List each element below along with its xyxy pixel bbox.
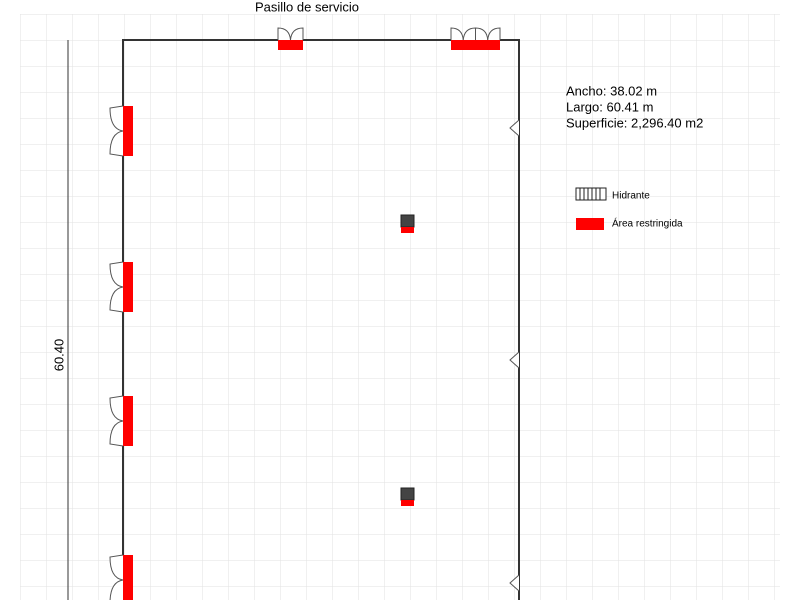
restricted-area: [451, 40, 500, 50]
restricted-area: [123, 555, 133, 600]
restricted-area: [123, 106, 133, 156]
restricted-area: [278, 40, 303, 50]
door: [487, 27, 501, 41]
legend: Hidrante Área restringida: [575, 187, 683, 230]
door: [109, 105, 124, 157]
title: Pasillo de servicio: [255, 0, 359, 14]
legend-label: Área restringida: [612, 217, 683, 230]
grid: [20, 14, 780, 600]
door: [109, 261, 124, 313]
wall-marker: [509, 119, 520, 137]
restricted-area: [123, 262, 133, 312]
door: [109, 554, 124, 600]
door: [290, 27, 304, 41]
wall-marker: [509, 574, 520, 592]
restricted-area: [123, 396, 133, 446]
restricted-icon: [576, 218, 604, 230]
info-line: Superficie: 2,296.40 m2: [566, 115, 703, 130]
dimension-label: 60.40: [51, 339, 66, 372]
door: [109, 395, 124, 447]
door: [277, 27, 291, 41]
info: Ancho: 38.02 m Largo: 60.41 m Superficie…: [566, 83, 703, 130]
info-line: Ancho: 38.02 m: [566, 83, 657, 98]
legend-label: Hidrante: [612, 191, 650, 202]
wall-marker: [509, 351, 520, 369]
restricted-area: [401, 500, 414, 506]
hydrant: [400, 214, 415, 228]
door: [450, 27, 464, 41]
room-walls: [122, 39, 520, 600]
hydrant: [400, 487, 415, 501]
hydrant-icon-bars: [579, 188, 601, 200]
info-line: Largo: 60.41 m: [566, 99, 653, 114]
restricted-area: [401, 227, 414, 233]
door: [475, 27, 489, 41]
